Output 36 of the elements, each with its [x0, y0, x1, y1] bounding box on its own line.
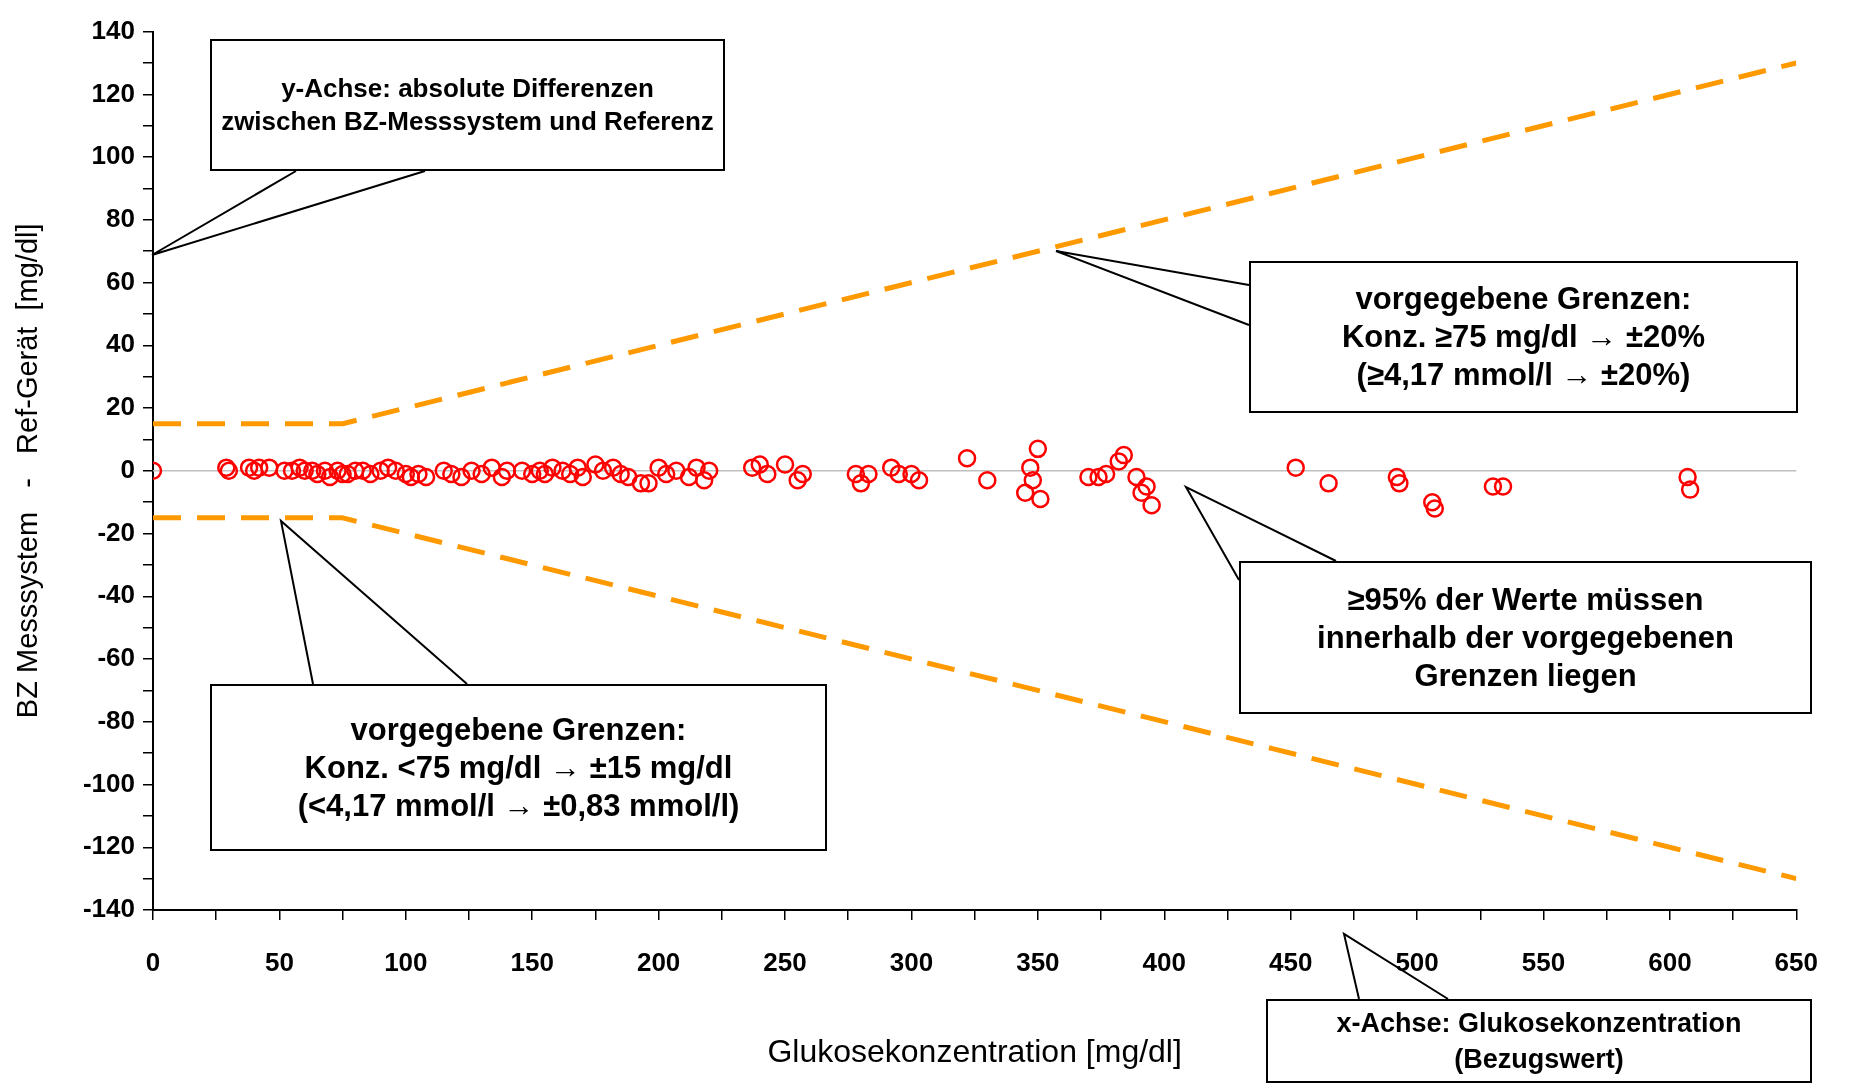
x-tick-label: 100 [384, 946, 428, 977]
annotation: ≥95% der Werte müssen innerhalb der vorgegebenen Grenzen liegen [1239, 561, 1812, 714]
y-tick-label: 100 [91, 140, 135, 171]
x-tick-label: 150 [510, 946, 554, 977]
y-tick-label: -100 [82, 767, 135, 798]
x-tick-label: 0 [145, 946, 161, 977]
x-tick-label: 650 [1774, 946, 1819, 977]
y-tick-label: -60 [97, 642, 135, 673]
annotation: vorgegebene Grenzen: Konz. ≥75 mg/dl → ±20% (≥4,17 mmol/l → ±20%) [1249, 261, 1798, 413]
x-axis-title: Glukosekonzentration [mg/dl] [767, 1032, 1182, 1069]
x-tick-label: 550 [1521, 946, 1566, 977]
y-tick-label: 40 [106, 328, 135, 359]
text: x-Achse: Glukosekonzentration (Bezugswert) [1266, 999, 1812, 1083]
x-tick-label: 500 [1395, 946, 1439, 977]
y-tick-label: 140 [91, 14, 135, 45]
y-tick-label: -140 [82, 893, 135, 924]
y-tick-label: 80 [106, 203, 135, 233]
x-tick-label: 200 [636, 946, 681, 977]
x-tick-label: 450 [1268, 946, 1313, 977]
x-tick-label: 600 [1648, 946, 1692, 977]
y-tick-label: -120 [82, 830, 135, 861]
y-tick-label: -80 [97, 704, 135, 735]
x-tick-label: 50 [264, 946, 294, 977]
x-tick-label: 350 [1016, 946, 1060, 977]
annotation: y-Achse: absolute Differenzen zwischen BZ-Messsystem und Referenz [210, 39, 725, 171]
y-tick-label: -40 [97, 579, 135, 610]
y-tick-label: 0 [120, 453, 135, 484]
x-tick-label: 250 [763, 946, 807, 977]
y-tick-label: -20 [97, 516, 135, 547]
x-tick-label: 300 [889, 946, 934, 977]
y-tick-label: 120 [91, 77, 135, 108]
y-tick-label: 20 [106, 391, 135, 422]
x-tick-label: 400 [1142, 946, 1186, 977]
annotation: vorgegebene Grenzen: Konz. <75 mg/dl → ±15 mg/dl (<4,17 mmol/l → ±0,83 mmol/l) [210, 684, 827, 851]
y-axis-title: BZ Messsystem - Ref-Gerät [mg/dl] [11, 223, 44, 719]
y-tick-label: 60 [106, 265, 135, 296]
